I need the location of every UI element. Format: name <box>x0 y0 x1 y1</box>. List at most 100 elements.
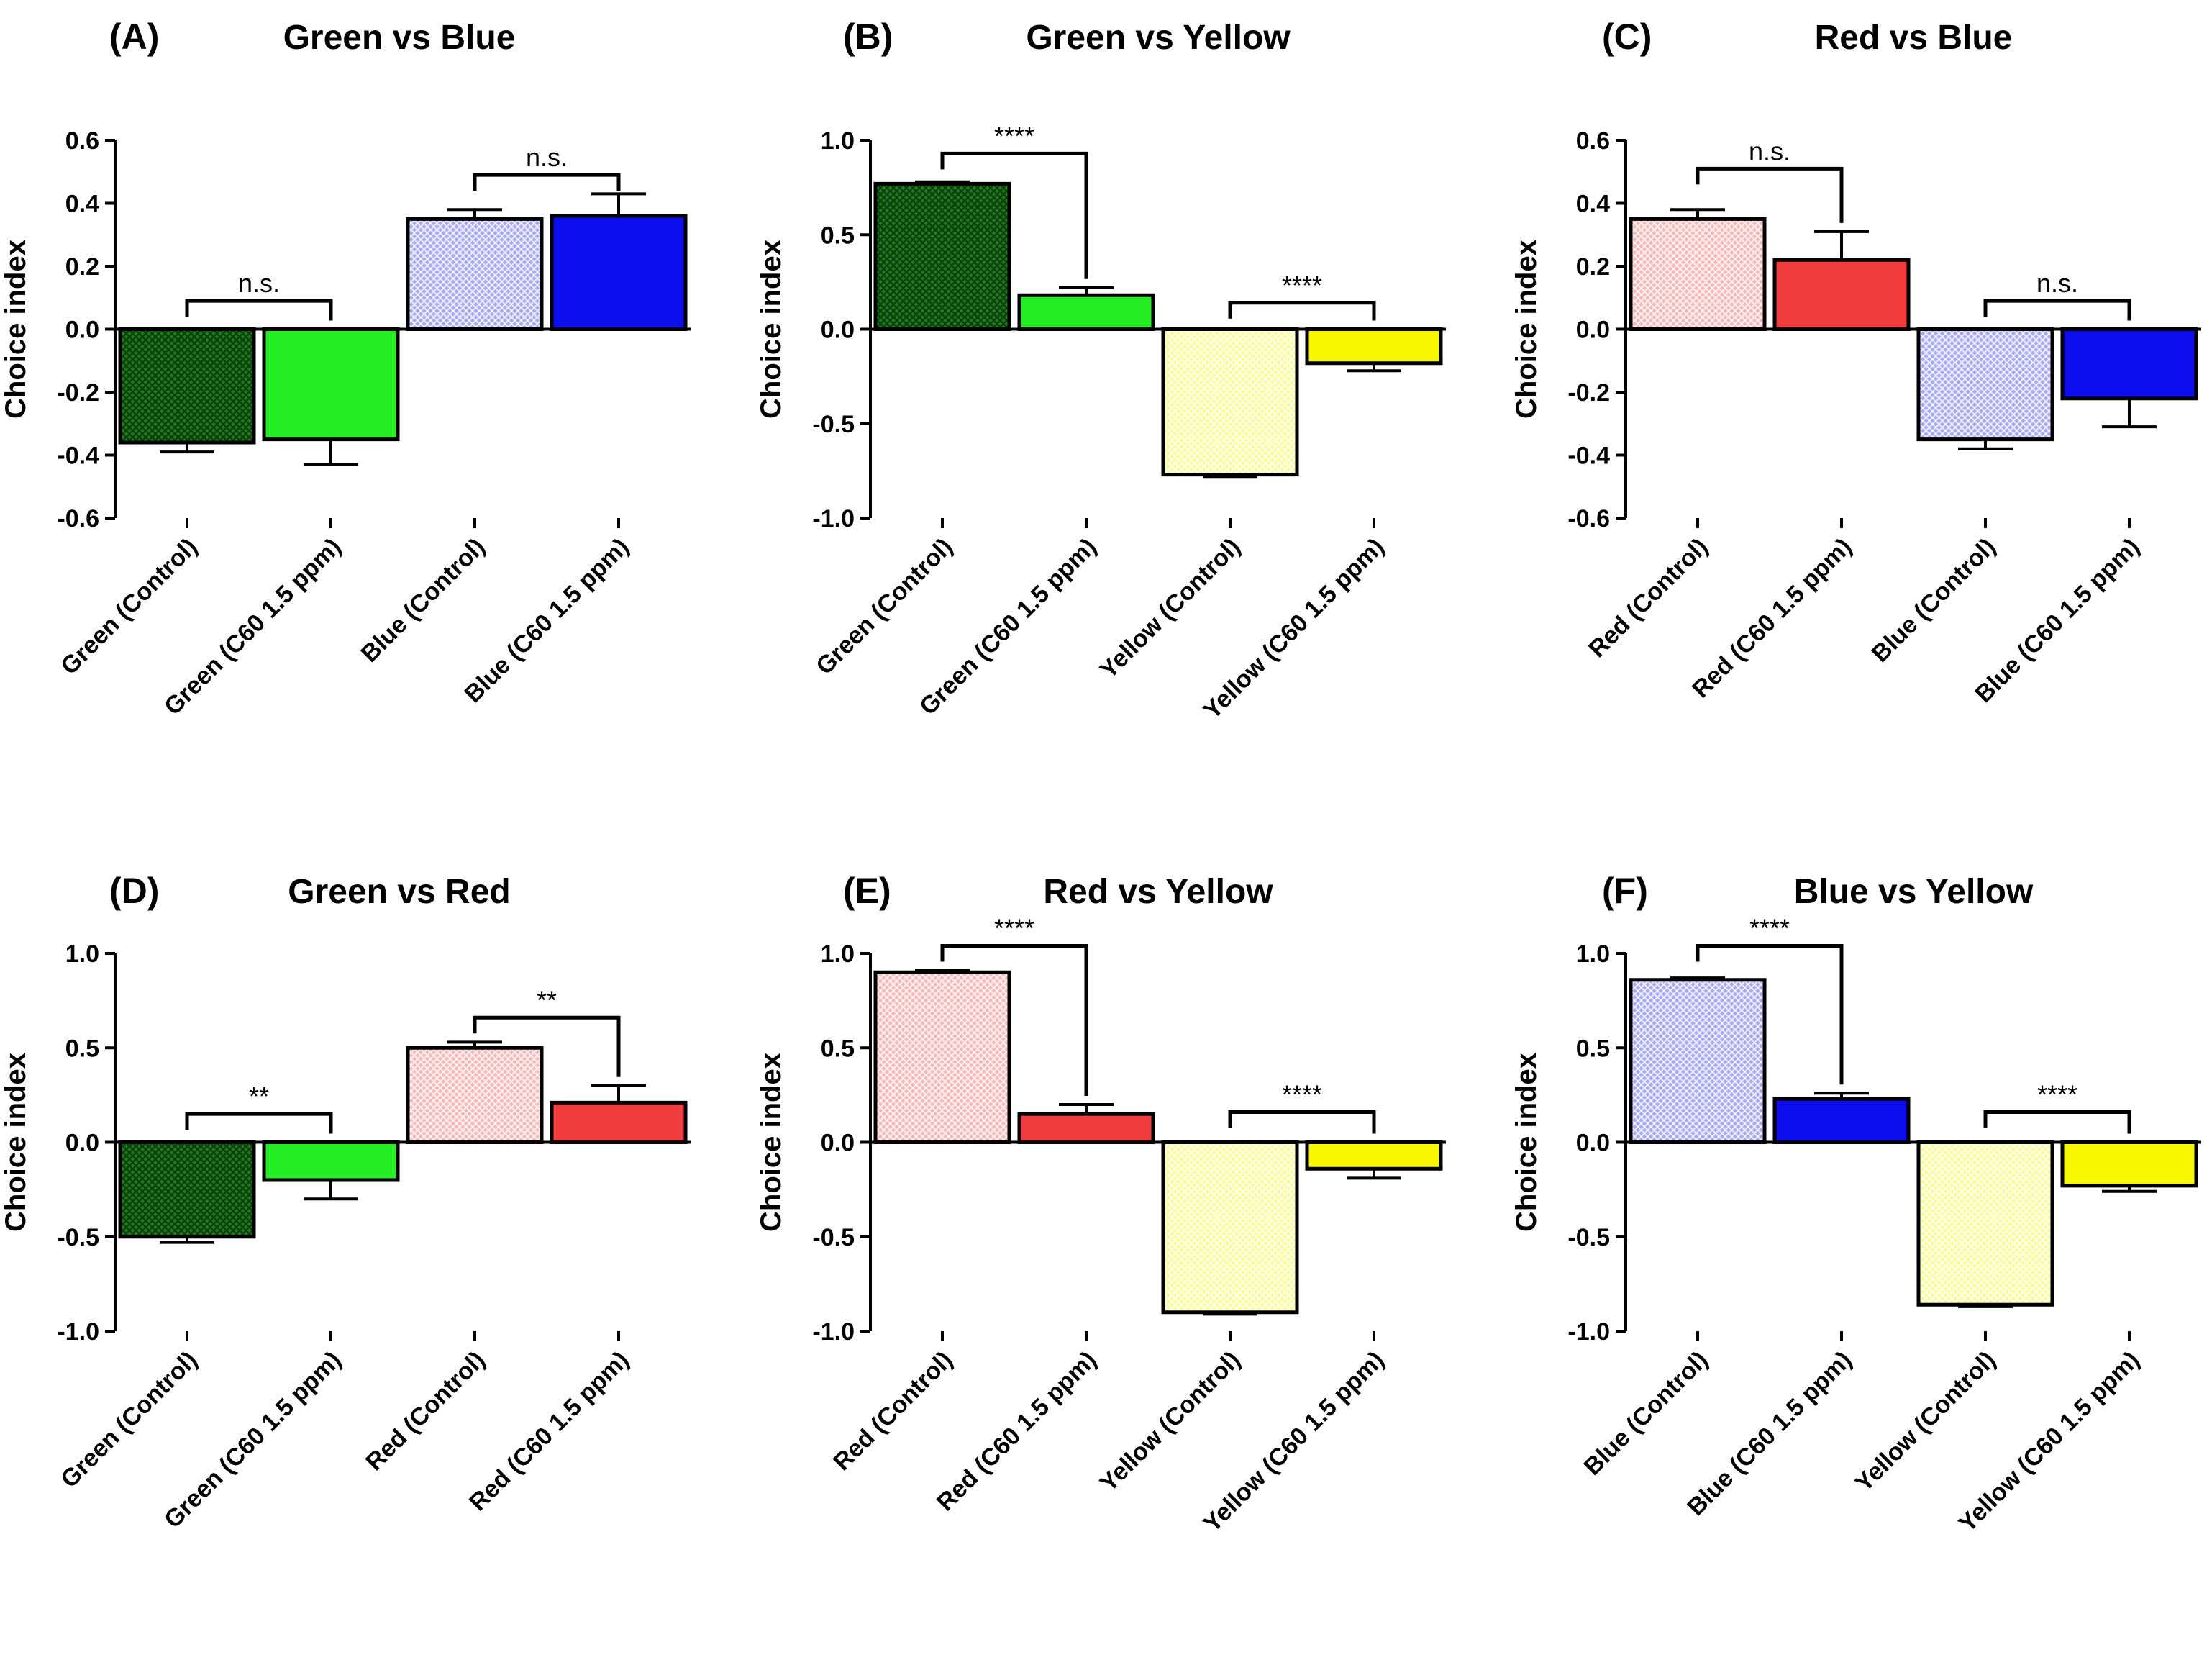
y-tick-label: 1.0 <box>1576 940 1610 968</box>
y-tick-label: 0.0 <box>65 317 99 344</box>
x-tick-label: Red (Control) <box>828 1346 957 1476</box>
y-tick-label: -1.0 <box>1567 1318 1610 1346</box>
y-tick-label: -0.5 <box>1567 1224 1610 1251</box>
y-tick-label: -0.2 <box>57 379 99 407</box>
significance-label: **** <box>2037 1080 2077 1110</box>
y-tick-label: 0.0 <box>1576 317 1610 344</box>
chart-panel-d: (D) Green vs Red Choice index 1.0 0.5 0.0 -0.5… <box>0 871 691 1533</box>
bar <box>1772 1097 1911 1144</box>
bar <box>1916 1140 2054 1307</box>
y-tick-label: 0.2 <box>1576 253 1610 281</box>
bar <box>2060 327 2198 401</box>
bar <box>1772 258 1911 331</box>
bar <box>262 1140 400 1182</box>
y-axis-label: Choice index <box>755 240 787 419</box>
significance-label: ** <box>249 1081 269 1111</box>
x-tick-label: Blue (C60 1.5 ppm) <box>1682 1346 1857 1521</box>
y-tick-label: 0.6 <box>1576 127 1610 155</box>
chart-title: Green vs Yellow <box>1026 19 1291 57</box>
x-tick-label: Yellow (Control) <box>1095 1346 1246 1497</box>
bar <box>1305 1140 1443 1171</box>
y-axis-label: Choice index <box>0 1053 32 1232</box>
bar <box>2060 1140 2198 1188</box>
panel-label: (E) <box>843 871 891 911</box>
significance-bracket <box>1696 944 1844 1085</box>
y-tick-label: -0.4 <box>1567 443 1610 470</box>
panel-label: (A) <box>109 17 159 57</box>
chart-title: Red vs Blue <box>1815 19 2013 57</box>
y-axis-label: Choice index <box>755 1053 787 1232</box>
significance-bracket <box>1983 1110 2131 1134</box>
bar <box>1017 1112 1155 1144</box>
y-tick-label: -1.0 <box>812 505 855 532</box>
y-tick-label: 0.5 <box>821 222 855 249</box>
significance-label: **** <box>994 121 1034 150</box>
bar <box>1305 327 1443 366</box>
bar <box>1629 978 1767 1144</box>
chart-title: Green vs Red <box>288 873 510 911</box>
bar <box>262 327 400 442</box>
significance-bracket <box>473 173 621 191</box>
y-tick-label: -0.5 <box>812 1224 855 1251</box>
bar <box>406 217 544 331</box>
significance-bracket <box>185 1112 333 1134</box>
x-tick-label: Green (Control) <box>55 533 203 681</box>
y-tick-label: 0.5 <box>821 1035 855 1062</box>
significance-label: **** <box>1282 271 1322 300</box>
y-tick-label: -1.0 <box>57 1318 99 1346</box>
y-tick-label: -0.6 <box>57 505 99 532</box>
significance-bracket <box>1228 1110 1376 1134</box>
significance-label: **** <box>994 914 1034 943</box>
x-tick-label: Yellow (Control) <box>1850 1346 2001 1497</box>
x-tick-label: Blue (Control) <box>1579 1346 1713 1481</box>
significance-bracket <box>1228 301 1376 321</box>
y-tick-label: 0.6 <box>65 127 99 155</box>
chart-panel-b: (B) Green vs Yellow Choice index 1.0 0.5 0.0 -… <box>755 17 1446 725</box>
chart-panel-c: (C) Red vs Blue Choice index 0.6 0.4 0.2 0.0 -0… <box>1511 17 2201 708</box>
chart-panel-a: (A) Green vs Blue Choice index 0.6 0.4 0.2 0.0… <box>0 17 691 720</box>
significance-bracket <box>185 299 333 321</box>
chart-title: Blue vs Yellow <box>1794 873 2034 911</box>
chart-panel-f: (F) Blue vs Yellow Choice index 1.0 0.5 0.0 -0… <box>1511 871 2201 1538</box>
y-tick-label: 0.4 <box>65 191 99 218</box>
bar <box>873 970 1011 1144</box>
chart-title: Green vs Blue <box>283 19 516 57</box>
x-tick-label: Blue (Control) <box>356 533 491 668</box>
x-tick-label: Blue (C60 1.5 ppm) <box>459 533 634 708</box>
y-tick-label: 0.2 <box>65 253 99 281</box>
bar <box>550 214 688 331</box>
bar <box>1916 327 2054 442</box>
panel-label: (C) <box>1602 17 1652 57</box>
x-tick-label: Blue (Control) <box>1867 533 2001 668</box>
bar <box>1161 1140 1299 1315</box>
significance-bracket <box>1696 166 1844 223</box>
y-tick-label: -0.5 <box>812 411 855 438</box>
y-tick-label: 0.4 <box>1576 191 1610 218</box>
y-axis-label: Choice index <box>1511 1053 1542 1232</box>
y-tick-label: 0.0 <box>821 1130 855 1157</box>
y-tick-label: 0.0 <box>65 1130 99 1157</box>
significance-label: **** <box>1749 914 1790 943</box>
significance-label: n.s. <box>238 268 280 298</box>
chart-panel-e: (E) Red vs Yellow Choice index 1.0 0.5 0.0 -0.… <box>755 871 1446 1538</box>
y-tick-label: 0.5 <box>65 1035 99 1062</box>
y-tick-label: 1.0 <box>65 940 99 968</box>
y-tick-label: -0.5 <box>57 1224 99 1251</box>
y-tick-label: -0.6 <box>1567 505 1610 532</box>
bar <box>1017 293 1155 331</box>
panel-label: (F) <box>1602 871 1648 911</box>
y-tick-label: -0.2 <box>1567 379 1610 407</box>
x-tick-label: Green (Control) <box>811 533 958 681</box>
y-tick-label: 0.5 <box>1576 1035 1610 1062</box>
significance-bracket <box>473 1015 621 1077</box>
significance-bracket <box>940 944 1088 1096</box>
x-tick-label: Red (Control) <box>360 1346 490 1476</box>
y-axis-label: Choice index <box>1511 240 1542 419</box>
y-tick-label: -0.4 <box>57 443 99 470</box>
significance-label: n.s. <box>2036 268 2078 298</box>
significance-label: n.s. <box>1749 136 1790 165</box>
panel-label: (B) <box>843 17 893 57</box>
x-tick-label: Red (Control) <box>1583 533 1713 663</box>
x-tick-label: Green (Control) <box>55 1346 203 1494</box>
